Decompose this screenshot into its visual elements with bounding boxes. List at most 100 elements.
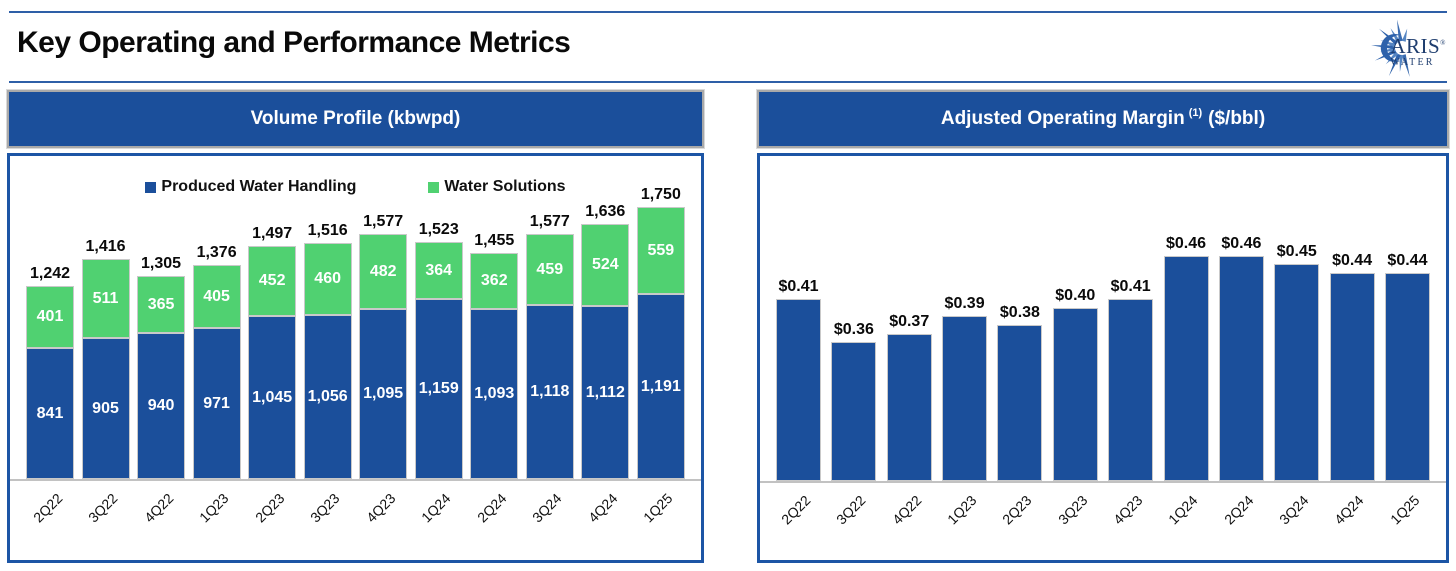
bar-total-label: 1,577 [529,213,570,230]
x-tick: 1Q25 [1385,483,1430,560]
x-tick: 3Q22 [82,481,130,558]
x-tick-label: 2Q24 [1220,492,1257,528]
margin-bar-segment [1329,273,1375,481]
produced-water-segment: 940 [137,333,186,479]
water-solutions-segment: 365 [137,276,186,333]
margin-bar-segment [1274,264,1320,481]
volume-profile-title: Volume Profile (kbwpd) [250,108,461,129]
x-tick: 1Q25 [637,481,685,558]
produced-water-segment: 1,045 [248,316,297,479]
bar-total-label: 1,455 [474,232,515,249]
segment-value-label: 1,095 [363,385,404,402]
operating-margin-chart: $0.41 $0.36 $0.37 $0.39 $0.38 $0.40 $0.41 $0.46… [757,153,1449,563]
margin-bars: $0.41 $0.36 $0.37 $0.39 $0.38 $0.40 $0.41 $0.46… [760,156,1446,483]
segment-value-label: 1,045 [252,388,293,406]
margin-bar-segment [831,342,877,481]
bar-total-label: 1,636 [585,203,626,220]
x-tick-label: 2Q22 [777,492,814,528]
operating-margin-panel: Adjusted Operating Margin (1) ($/bbl) $0.… [756,89,1450,563]
segment-value-label: 460 [314,270,341,287]
x-tick: 3Q23 [304,481,352,558]
x-tick-label: 3Q24 [529,490,565,526]
top-divider [9,11,1447,13]
bar-value-label: $0.44 [1332,252,1373,269]
logo-text: ARIS® WATER [1390,36,1446,68]
volume-bars: 1,242 401 841 1,416 511 905 1,305 365 940 1,376 40… [10,186,701,481]
aris-water-logo: ARIS® WATER [1362,14,1448,80]
x-tick: 3Q24 [1274,483,1319,560]
produced-water-segment: 1,112 [581,306,630,479]
bar-value-label: $0.36 [833,321,874,338]
bar-value-label: $0.37 [889,313,930,330]
water-solutions-segment: 364 [414,242,463,299]
x-tick: 4Q24 [581,481,629,558]
margin-bar-segment [1384,273,1430,481]
margin-bar: $0.36 [831,156,877,481]
legend-label: Produced Water Handling [161,178,357,195]
produced-water-segment: 1,159 [414,299,463,479]
x-tick-label: 3Q22 [833,492,869,528]
x-tick: 4Q23 [1108,483,1153,560]
segment-value-label: 1,056 [307,388,348,405]
segment-value-label: 1,118 [530,383,570,400]
margin-bar: $0.44 [1384,156,1430,481]
page-title: Key Operating and Performance Metrics [17,26,571,59]
water-solutions-segment: 452 [248,246,297,316]
bar-total-label: 1,242 [29,265,71,282]
stacked-bar: 1,242 401 841 [26,200,74,479]
segment-value-label: 511 [92,289,119,307]
x-tick: 2Q22 [776,483,821,560]
water-solutions-segment: 405 [192,265,241,328]
stacked-bar: 1,750 559 1,191 [636,186,685,479]
operating-margin-header: Adjusted Operating Margin (1) ($/bbl) [756,89,1450,149]
volume-profile-panel: Volume Profile (kbwpd) Produced Water Ha… [6,89,705,563]
legend-swatch [145,181,157,193]
x-tick-label: 1Q23 [943,492,980,528]
margin-xlabels: 2Q22 3Q22 4Q22 1Q23 2Q23 3Q23 4Q23 1Q24 2Q24 3Q24… [760,483,1446,560]
bar-value-label: $0.39 [944,295,985,312]
produced-water-segment: 971 [192,328,241,479]
bar-value-label: $0.46 [1165,235,1207,252]
x-tick-label: 2Q23 [251,490,288,526]
sunburst-icon [1371,19,1410,77]
segment-value-label: 405 [203,287,230,305]
legend-item: Produced Water Handling [145,178,356,196]
segment-value-label: 362 [480,272,508,289]
water-solutions-segment: 559 [636,207,685,294]
bar-value-label: $0.41 [778,278,819,295]
margin-bar: $0.40 [1052,156,1098,481]
segment-value-label: 905 [92,399,119,417]
bar-total-label: 1,497 [252,225,293,242]
stacked-bar: 1,376 405 971 [192,200,241,479]
x-tick: 3Q23 [1053,483,1098,560]
x-tick-label: 1Q25 [1386,492,1423,528]
margin-bar: $0.37 [886,156,932,481]
volume-xlabels: 2Q22 3Q22 4Q22 1Q23 2Q23 3Q23 4Q23 1Q24 2Q24 3Q24… [10,481,701,558]
produced-water-segment: 841 [26,348,74,479]
segment-value-label: 401 [36,308,64,325]
x-tick: 2Q23 [997,483,1042,560]
x-tick: 1Q24 [1164,483,1209,560]
x-tick: 2Q24 [1219,483,1264,560]
x-tick: 4Q22 [887,483,932,560]
margin-bar-segment [886,334,932,481]
x-tick-label: 4Q24 [1331,492,1368,528]
segment-value-label: 559 [647,241,675,259]
bar-total-label: 1,416 [85,238,126,255]
produced-water-segment: 1,093 [470,309,519,479]
produced-water-segment: 1,095 [359,309,408,479]
stacked-bar: 1,416 511 905 [81,200,130,479]
produced-water-segment: 905 [81,338,130,479]
bar-value-label: $0.44 [1387,252,1428,269]
segment-value-label: 971 [203,394,230,412]
margin-bar: $0.46 [1163,156,1209,481]
x-tick-label: 4Q23 [362,490,399,526]
x-tick: 2Q23 [248,481,296,558]
segment-value-label: 940 [147,397,175,414]
stacked-bar: 1,497 452 1,045 [248,200,297,479]
x-tick-label: 3Q23 [307,490,343,526]
margin-bar-segment [1218,256,1264,481]
margin-bar: $0.41 [776,156,821,481]
water-solutions-segment: 482 [359,234,408,309]
bar-total-label: 1,523 [418,221,459,238]
